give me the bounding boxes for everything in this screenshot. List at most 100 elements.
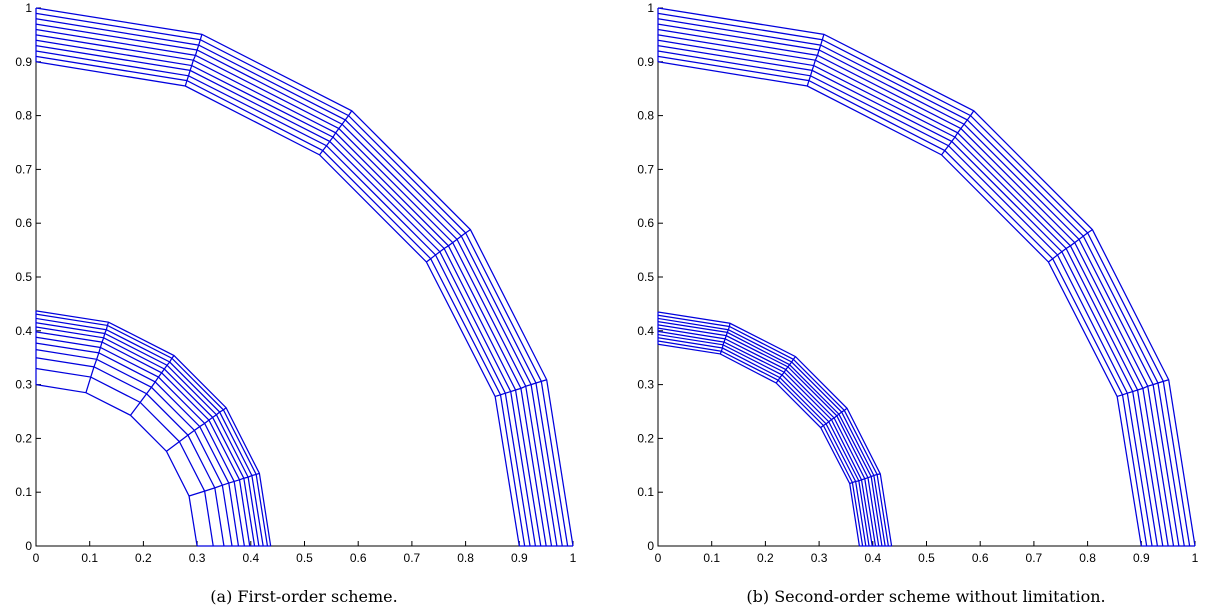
mesh-spoke	[426, 229, 471, 263]
mesh-ring	[657, 314, 889, 547]
mesh-ring	[657, 28, 1175, 547]
mesh-spoke	[1048, 229, 1093, 263]
mesh-ring	[35, 336, 245, 547]
caption-first-order: (a) First-order scheme.	[210, 587, 397, 606]
x-tick-label: 0.5	[296, 551, 313, 565]
x-tick-label: 0.1	[703, 551, 720, 565]
mesh-ring	[657, 7, 1196, 547]
y-tick-label: 0	[647, 539, 654, 553]
mesh-ring	[657, 61, 1142, 547]
mesh-ring	[657, 343, 860, 547]
mesh-ring	[657, 23, 1180, 547]
mesh-inner	[35, 310, 272, 547]
mesh-ring	[35, 357, 225, 547]
mesh-ring	[35, 61, 520, 547]
x-tick-label: 0.7	[1026, 551, 1043, 565]
x-tick-label: 1	[1192, 551, 1199, 565]
x-tick-label: 0.6	[972, 551, 989, 565]
x-tick-label: 0.4	[242, 551, 259, 565]
mesh-ring	[657, 12, 1191, 547]
mesh-ring	[35, 367, 214, 547]
mesh-ring	[657, 330, 873, 547]
mesh-ring	[657, 337, 867, 547]
mesh-spoke	[184, 34, 203, 87]
y-tick-label: 0.6	[637, 216, 654, 230]
axis-frame	[35, 8, 573, 547]
x-tick-label: 0.8	[457, 551, 474, 565]
y-tick-label: 0.9	[637, 55, 654, 69]
caption-second-order: (b) Second-order scheme without limitati…	[746, 587, 1105, 606]
mesh-spoke	[85, 321, 110, 393]
mesh-spoke	[719, 323, 731, 355]
mesh-ring	[657, 317, 886, 547]
mesh-ring	[657, 45, 1159, 547]
mesh-ring	[657, 50, 1153, 547]
x-tick-label: 0	[33, 551, 40, 565]
mesh-outer	[35, 7, 574, 547]
mesh-ring	[35, 34, 547, 547]
mesh-ring	[35, 322, 260, 547]
y-tick-label: 0.4	[637, 324, 654, 338]
panel-second-order: (b) Second-order scheme without limitati…	[637, 1, 1198, 606]
mesh-ring	[657, 333, 870, 547]
mesh-spoke	[494, 379, 547, 398]
mesh-ring	[657, 324, 880, 547]
x-tick-label: 0.8	[1079, 551, 1096, 565]
x-tick-label: 0.9	[511, 551, 528, 565]
mesh-ring	[657, 39, 1164, 547]
y-tick-label: 1	[647, 1, 654, 15]
y-tick-label: 0.8	[15, 109, 32, 123]
y-tick-label: 0.2	[15, 431, 32, 445]
mesh-ring	[35, 23, 558, 547]
mesh-outer	[657, 7, 1196, 547]
mesh-ring	[657, 321, 883, 547]
mesh-spoke	[319, 110, 353, 156]
x-tick-label: 1	[570, 551, 577, 565]
x-tick-label: 0.1	[81, 551, 98, 565]
x-tick-label: 0.2	[135, 551, 152, 565]
mesh-spoke	[941, 110, 975, 156]
y-tick-label: 0.6	[15, 216, 32, 230]
mesh-ring	[657, 311, 893, 547]
y-tick-label: 0.3	[15, 378, 32, 392]
mesh-ring	[35, 39, 542, 547]
x-tick-label: 0.9	[1133, 551, 1150, 565]
y-tick-label: 0.5	[15, 270, 32, 284]
mesh-ring	[657, 55, 1148, 547]
mesh-spoke	[806, 34, 825, 87]
mesh-spoke	[188, 472, 260, 497]
mesh-ring	[35, 28, 553, 547]
mesh-inner	[657, 311, 893, 547]
mesh-spoke	[130, 355, 175, 416]
mesh-ring	[35, 7, 574, 547]
y-tick-label: 0.5	[637, 270, 654, 284]
x-tick-label: 0.6	[350, 551, 367, 565]
y-tick-label: 0.1	[15, 485, 32, 499]
mesh-ring	[657, 340, 864, 547]
y-tick-label: 0.3	[637, 378, 654, 392]
x-tick-label: 0.3	[189, 551, 206, 565]
mesh-spoke	[1116, 379, 1169, 398]
mesh-spoke	[820, 407, 848, 429]
mesh-ring	[35, 326, 256, 547]
y-tick-label: 0.4	[15, 324, 32, 338]
mesh-ring	[657, 34, 1169, 547]
mesh-ring	[35, 310, 272, 547]
mesh-ring	[657, 327, 877, 547]
mesh-ring	[35, 313, 269, 547]
y-tick-label: 0.2	[637, 431, 654, 445]
y-tick-label: 0.7	[15, 162, 32, 176]
axis-frame	[657, 8, 1195, 547]
mesh-ring	[35, 45, 537, 547]
mesh-ring	[35, 342, 240, 547]
mesh-spoke	[849, 473, 881, 485]
mesh-ring	[35, 18, 563, 547]
mesh-spoke	[166, 407, 227, 452]
mesh-ring	[35, 317, 264, 547]
x-tick-label: 0.5	[918, 551, 935, 565]
y-tick-label: 0	[25, 539, 32, 553]
panel-first-order: (a) First-order scheme. 0 0.1 0.2 0.3 0.4 0.5…	[15, 1, 576, 606]
y-tick-label: 0.8	[637, 109, 654, 123]
y-tick-label: 0.9	[15, 55, 32, 69]
